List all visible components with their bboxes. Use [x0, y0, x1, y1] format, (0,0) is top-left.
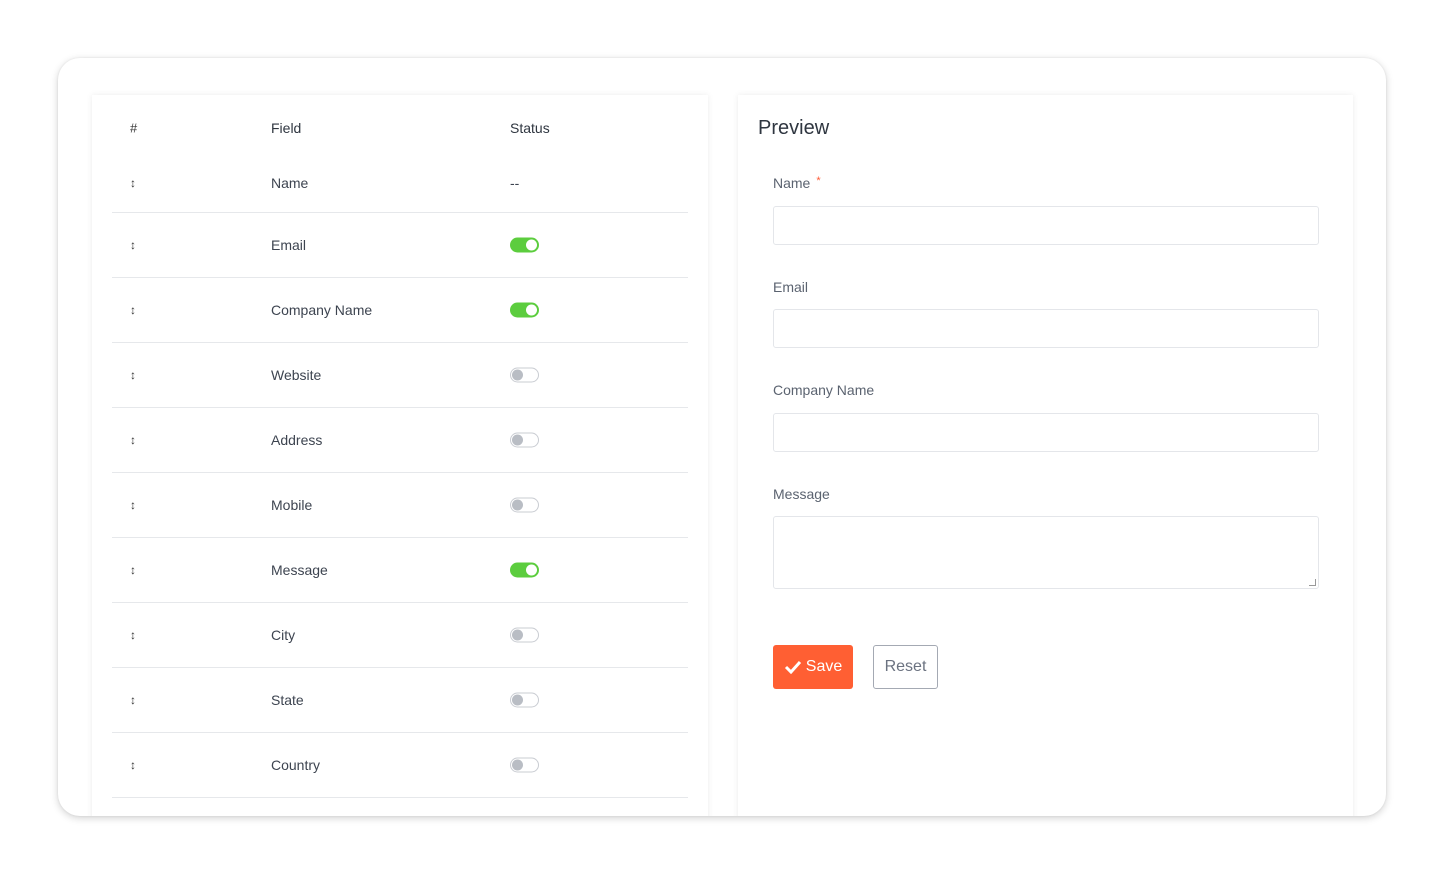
name-input[interactable]: [773, 206, 1319, 245]
toggle-knob: [526, 564, 537, 576]
status-text: --: [510, 175, 520, 191]
field-name: Mobile: [271, 497, 313, 513]
save-button[interactable]: Save: [773, 645, 853, 689]
drag-handle-icon[interactable]: ↕: [130, 176, 136, 190]
toggle-knob: [526, 304, 537, 316]
field-name: Company Name: [271, 302, 373, 318]
message-textarea[interactable]: [773, 516, 1319, 589]
drag-handle-icon[interactable]: ↕: [130, 563, 136, 577]
email-label: Email: [773, 279, 809, 295]
table-row: ↕ Company Name: [112, 278, 688, 343]
drag-handle-icon[interactable]: ↕: [130, 368, 136, 382]
name-label-text: Name: [773, 175, 811, 191]
header-status: Status: [510, 119, 550, 136]
status-toggle[interactable]: [510, 692, 539, 708]
toggle-knob: [512, 694, 523, 706]
status-cell: [510, 237, 539, 253]
table-row: ↕ City: [112, 603, 688, 668]
status-toggle[interactable]: [510, 432, 539, 448]
name-label: Name *: [773, 175, 821, 191]
status-toggle[interactable]: [510, 302, 539, 318]
required-marker: *: [816, 175, 821, 187]
table-row: ↕ Address: [112, 408, 688, 473]
status-toggle[interactable]: [510, 757, 539, 773]
drag-handle-icon[interactable]: ↕: [130, 758, 136, 772]
field-name: Message: [271, 562, 328, 578]
table-row: ↕ Mobile: [112, 473, 688, 538]
check-icon: [784, 660, 801, 674]
status-toggle[interactable]: [510, 627, 539, 643]
field-name: Website: [271, 367, 322, 383]
company-name-input[interactable]: [773, 413, 1319, 452]
status-toggle[interactable]: [510, 367, 539, 383]
toggle-knob: [512, 434, 523, 446]
header-hash: #: [130, 120, 138, 135]
field-name: City: [271, 627, 296, 643]
table-row: ↕ Email: [112, 213, 688, 278]
preview-panel: Preview Name * Email Company Name Message…: [738, 95, 1353, 816]
drag-handle-icon[interactable]: ↕: [130, 238, 136, 252]
field-name: Address: [271, 432, 323, 448]
field-name: Country: [271, 757, 321, 773]
reset-button[interactable]: Reset: [873, 645, 938, 689]
table-row: ↕ State: [112, 668, 688, 733]
drag-handle-icon[interactable]: ↕: [130, 628, 136, 642]
email-input[interactable]: [773, 309, 1319, 348]
field-name: Name: [271, 175, 309, 191]
status-cell: [510, 562, 539, 578]
field-name: State: [271, 692, 304, 708]
table-row: ↕ Name --: [112, 154, 688, 213]
toggle-knob: [512, 629, 523, 641]
status-cell: [510, 432, 539, 448]
table-row: ↕ Country: [112, 733, 688, 798]
status-cell: [510, 497, 539, 513]
status-toggle[interactable]: [510, 237, 539, 253]
status-cell: [510, 367, 539, 383]
toggle-knob: [526, 239, 537, 251]
status-cell: [510, 302, 539, 318]
toggle-knob: [512, 499, 523, 511]
company-name-label: Company Name: [773, 382, 875, 398]
drag-handle-icon[interactable]: ↕: [130, 693, 136, 707]
status-toggle[interactable]: [510, 497, 539, 513]
drag-handle-icon[interactable]: ↕: [130, 498, 136, 512]
resize-handle-icon[interactable]: [1309, 579, 1316, 586]
preview-title: Preview: [758, 117, 830, 139]
drag-handle-icon[interactable]: ↕: [130, 433, 136, 447]
save-label: Save: [805, 658, 843, 675]
table-row: ↕ Website: [112, 343, 688, 408]
header-field: Field: [271, 119, 302, 136]
message-label: Message: [773, 486, 830, 502]
fields-table-panel: # Field Status ↕ Name -- ↕ Email ↕ Company …: [92, 95, 708, 816]
status-cell: [510, 757, 539, 773]
field-name: Email: [271, 237, 307, 253]
status-toggle[interactable]: [510, 562, 539, 578]
toggle-knob: [512, 759, 523, 771]
drag-handle-icon[interactable]: ↕: [130, 303, 136, 317]
table-row: ↕ Message: [112, 538, 688, 603]
toggle-knob: [512, 369, 523, 381]
main-card: # Field Status ↕ Name -- ↕ Email ↕ Company …: [58, 58, 1386, 816]
status-cell: [510, 692, 539, 708]
status-cell: [510, 627, 539, 643]
table-header: # Field Status: [112, 95, 688, 160]
